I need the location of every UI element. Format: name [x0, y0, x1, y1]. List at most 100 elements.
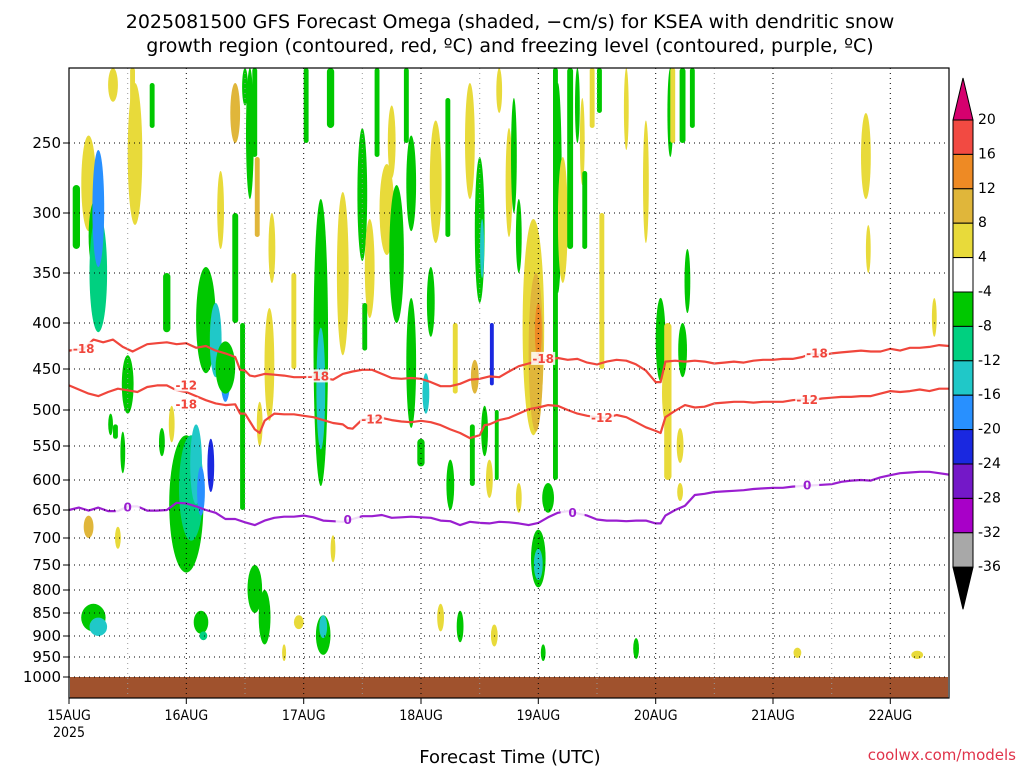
omega-blob	[217, 171, 225, 249]
omega-blob	[456, 610, 464, 643]
omega-blob	[465, 83, 475, 199]
omega-streak	[303, 68, 309, 143]
colorbar-label: -28	[978, 490, 1001, 506]
contour-label: -12	[591, 411, 613, 425]
omega-blob	[246, 68, 254, 199]
terrain-band	[70, 677, 948, 698]
colorbar-box	[952, 291, 974, 327]
y-axis-pressure-ticks: 250 300 350 400 450 500 550 600 650 700 750 800 850 9…	[23, 134, 69, 686]
y-tick-label: 400	[32, 314, 61, 332]
contour-label: 0	[344, 513, 352, 527]
colorbar-label: -24	[978, 456, 1001, 472]
contour-label: 0	[568, 506, 576, 520]
contour-line-1	[68, 384, 949, 440]
x-axis-label: Forecast Time (UTC)	[419, 747, 600, 768]
omega-blob	[268, 213, 276, 283]
omega-streak	[670, 68, 676, 143]
chart-title-line-2: growth region (contoured, red, ºC) and f…	[146, 35, 873, 57]
plot-frame	[68, 67, 950, 699]
colorbar-label: 20	[978, 112, 996, 128]
omega-blob	[429, 120, 442, 244]
omega-blob	[511, 98, 517, 213]
omega-streak	[326, 68, 335, 128]
colorbar-box	[952, 429, 974, 465]
omega-streak	[689, 68, 695, 128]
y-tick-label: 850	[32, 604, 61, 622]
omega-blob	[293, 615, 304, 630]
omega-blob	[83, 515, 94, 538]
contour-label-bg	[805, 346, 829, 360]
colorbar-label: 4	[978, 250, 987, 266]
y-tick-label: 1000	[23, 668, 61, 686]
contour-label: -18	[307, 369, 329, 383]
x-tick-label: 15AUG	[47, 708, 91, 724]
omega-blob	[540, 644, 546, 661]
omega-blob	[193, 610, 209, 634]
omega-blob	[108, 68, 118, 102]
x-tick-label: 21AUG	[751, 708, 795, 724]
colorbar-box	[952, 394, 974, 431]
omega-blob	[684, 249, 691, 313]
omega-blob	[575, 68, 580, 143]
x-tick-label: 22AUG	[868, 708, 912, 724]
x-tick-label: 16AUG	[164, 708, 208, 724]
x-tick-label: 20AUG	[634, 708, 678, 724]
contour-label-bg	[589, 410, 614, 424]
omega-blob	[911, 650, 924, 660]
contour-label: -12	[361, 412, 383, 426]
omega-blob	[480, 219, 485, 278]
contour-label-bg	[174, 378, 199, 392]
omega-streak	[403, 68, 409, 143]
omega-blob	[865, 225, 871, 273]
omega-blob	[533, 548, 543, 581]
contour-label-bg	[335, 513, 360, 527]
omega-blob	[389, 185, 404, 323]
y-tick-label: 750	[32, 556, 61, 574]
omega-blob	[931, 298, 937, 337]
omega-blob	[256, 401, 263, 446]
colorbar-box	[952, 360, 974, 396]
contour-label-bg	[531, 351, 556, 365]
omega-blob	[258, 590, 271, 645]
omega-blob	[470, 359, 479, 394]
omega-streak	[469, 424, 475, 486]
omega-blob	[207, 438, 215, 492]
omega-blob	[437, 603, 444, 632]
omega-blob	[197, 466, 205, 516]
omega-streak	[113, 424, 118, 439]
colorbar-label: -16	[978, 387, 1001, 403]
colorbar-label: 16	[978, 146, 996, 162]
omega-streak	[149, 83, 155, 128]
x-tick-sublabel: 2025	[53, 725, 85, 741]
colorbar-top-arrow	[952, 77, 974, 121]
y-tick-label: 700	[32, 529, 61, 547]
colorbar-bottom-arrow	[952, 566, 974, 610]
y-tick-label: 250	[32, 134, 61, 152]
colorbar-label: -12	[978, 353, 1001, 369]
omega-blob	[633, 638, 639, 659]
contour-label: -18	[175, 397, 197, 411]
omega-blob	[406, 298, 417, 428]
contour-label: 0	[124, 501, 132, 515]
x-tick-label: 19AUG	[516, 708, 560, 724]
omega-blob	[282, 644, 287, 661]
omega-blob	[387, 105, 396, 179]
omega-blob	[446, 459, 455, 510]
omega-blob	[579, 98, 585, 185]
contour-label: -18	[73, 342, 95, 356]
colorbar-box	[952, 532, 974, 568]
omega-streak	[72, 185, 80, 249]
omega-streak	[599, 213, 605, 369]
credit-link[interactable]: coolwx.com/models	[868, 746, 1016, 764]
omega-streak	[494, 410, 499, 480]
omega-streak	[130, 68, 135, 113]
omega-streak	[417, 438, 425, 467]
omega-blob	[121, 355, 134, 414]
omega-streak	[567, 68, 574, 249]
omega-streak	[254, 157, 260, 237]
omega-blob	[486, 459, 493, 498]
colorbar-label: -32	[978, 525, 1001, 541]
omega-streak	[597, 68, 602, 113]
y-tick-label: 550	[32, 437, 61, 455]
omega-blob	[422, 373, 430, 414]
